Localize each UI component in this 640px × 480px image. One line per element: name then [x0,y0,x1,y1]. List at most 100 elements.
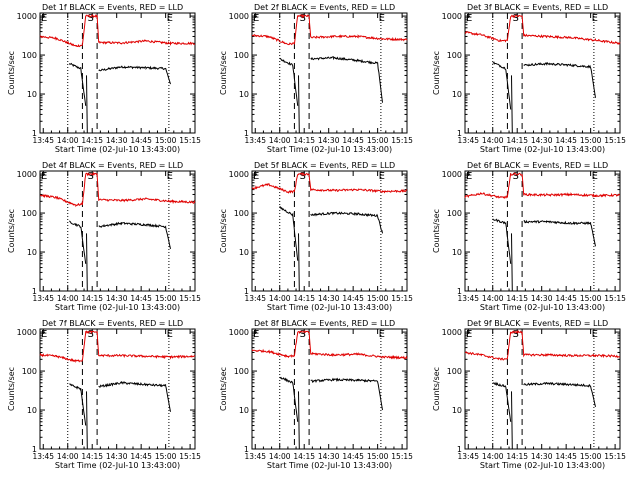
y-tick-label: 1000 [442,12,462,21]
detector-panel-4: Det 4f BLACK = Events, RED = LLD 1 10 100 10… [7,161,201,312]
lld-series-line [39,171,196,208]
x-axis-label: Start Time (02-Jul-10 13:43:00) [480,461,605,470]
event-marker-E: E [167,171,173,182]
detector-panel-5: Det 5f BLACK = Events, RED = LLD 1 10 100 10… [219,161,413,312]
event-marker-S: S [300,171,306,182]
x-axis-label: Start Time (02-Jul-10 13:43:00) [267,145,392,154]
events-series-line [279,56,383,134]
x-tick-label: 14:00 [269,294,291,303]
x-tick-label: 15:15 [179,294,201,303]
y-tick-label: 1000 [229,170,249,179]
event-marker-E: E [466,329,472,340]
x-tick-label: 13:45 [244,294,266,303]
x-tick-label: 14:00 [482,136,504,145]
x-tick-label: 14:30 [106,452,128,461]
panel-title: Det 2f BLACK = Events, RED = LLD [254,3,395,12]
x-axis-label: Start Time (02-Jul-10 13:43:00) [55,145,180,154]
plot-frame [251,170,408,292]
event-marker-E: E [167,13,173,24]
lld-series-line [39,330,196,363]
x-tick-label: 14:00 [57,452,79,461]
event-marker-E: E [592,329,598,340]
plot-frame [251,328,408,450]
plot-frame [464,12,621,134]
x-tick-label: 14:00 [269,452,291,461]
x-tick-label: 14:15 [506,136,528,145]
events-series-line [69,381,171,450]
y-axis-label: Counts/sec [7,51,16,95]
y-tick-label: 100 [447,209,462,218]
y-tick-label: 100 [22,209,37,218]
x-tick-label: 14:15 [293,294,315,303]
y-tick-label: 10 [27,90,37,99]
y-tick-label: 10 [452,90,462,99]
x-tick-label: 14:45 [130,452,152,461]
event-marker-E: E [592,13,598,24]
detector-panel-8: Det 8f BLACK = Events, RED = LLD 1 10 100 10… [219,319,413,470]
y-tick-label: 10 [27,406,37,415]
x-tick-label: 13:45 [32,452,54,461]
event-marker-S: S [300,13,306,24]
x-tick-label: 13:45 [32,136,54,145]
event-marker-E: E [167,329,173,340]
detector-panel-3: Det 3f BLACK = Events, RED = LLD 1 10 100 10… [432,3,626,154]
x-tick-label: 14:00 [57,136,79,145]
lld-series-line [252,13,408,46]
x-tick-label: 14:45 [555,136,577,145]
x-tick-label: 15:15 [179,452,201,461]
x-tick-label: 14:30 [318,136,340,145]
x-tick-label: 14:30 [106,294,128,303]
event-marker-S: S [513,13,519,24]
x-tick-label: 14:30 [531,294,553,303]
y-tick-label: 1 [244,445,249,454]
detector-panel-2: Det 2f BLACK = Events, RED = LLD 1 10 100 10… [219,3,413,154]
detector-panel-7: Det 7f BLACK = Events, RED = LLD 1 10 100 10… [7,319,201,470]
x-tick-label: 15:00 [580,452,602,461]
x-tick-label: 13:45 [457,136,479,145]
y-tick-label: 1 [32,445,37,454]
x-tick-label: 13:45 [457,294,479,303]
event-marker-E: E [592,171,598,182]
x-axis-label: Start Time (02-Jul-10 13:43:00) [55,461,180,470]
x-tick-label: 14:30 [106,136,128,145]
events-series-line [492,381,596,450]
x-tick-label: 14:30 [531,452,553,461]
y-tick-label: 100 [22,51,37,60]
lld-series-line [464,14,621,45]
event-marker-S: S [88,171,94,182]
y-tick-label: 10 [452,406,462,415]
event-marker-E: E [41,329,47,340]
plot-frame [251,12,408,134]
x-tick-label: 15:00 [367,294,389,303]
plot-frame [39,12,196,134]
x-tick-label: 14:15 [293,452,315,461]
x-tick-label: 15:00 [155,136,177,145]
x-axis-label: Start Time (02-Jul-10 13:43:00) [267,461,392,470]
y-tick-label: 1000 [229,12,249,21]
x-tick-label: 15:00 [155,452,177,461]
event-marker-S: S [513,329,519,340]
panel-title: Det 6f BLACK = Events, RED = LLD [467,161,608,170]
y-tick-label: 1 [244,287,249,296]
detector-panel-6: Det 6f BLACK = Events, RED = LLD 1 10 100 10… [432,161,626,312]
lld-series-line [251,330,408,360]
y-tick-label: 10 [239,90,249,99]
y-axis-label: Counts/sec [219,367,228,411]
x-tick-label: 14:45 [342,136,364,145]
events-series-line [279,206,383,292]
y-tick-label: 1000 [442,328,462,337]
x-axis-label: Start Time (02-Jul-10 13:43:00) [480,303,605,312]
plot-frame [39,170,196,292]
x-axis-label: Start Time (02-Jul-10 13:43:00) [267,303,392,312]
x-tick-label: 14:45 [555,452,577,461]
x-tick-label: 14:15 [293,136,315,145]
x-tick-label: 15:15 [604,294,626,303]
event-marker-E: E [253,13,259,24]
event-marker-E: E [41,171,47,182]
x-tick-label: 14:30 [318,294,340,303]
y-tick-label: 1000 [17,328,37,337]
x-tick-label: 15:15 [391,294,413,303]
x-tick-label: 14:45 [342,452,364,461]
y-tick-label: 1000 [17,170,37,179]
